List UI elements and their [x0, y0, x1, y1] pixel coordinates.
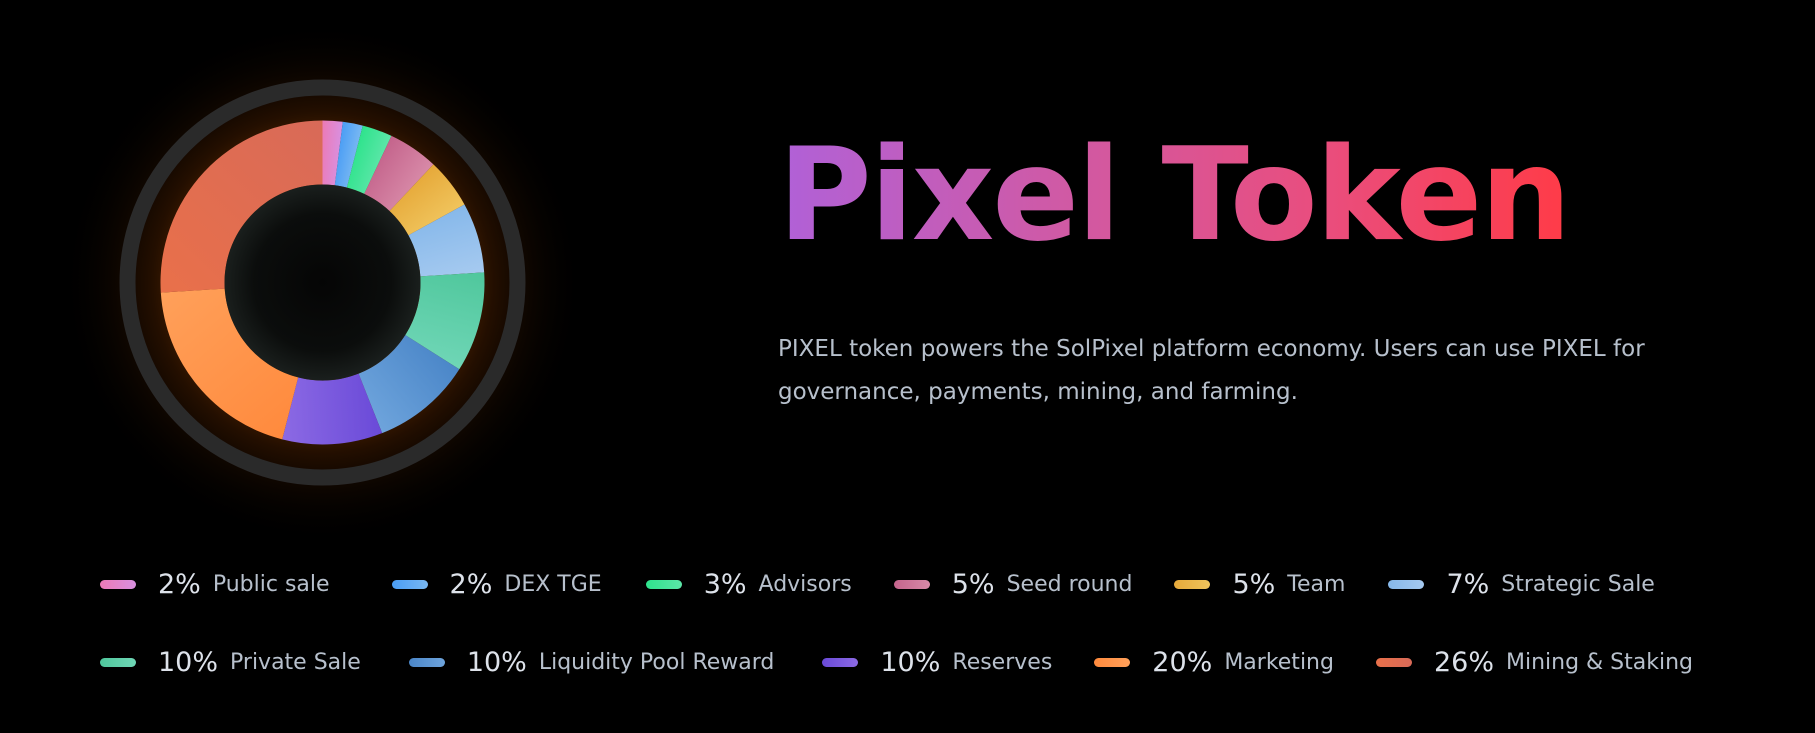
- legend-item: 10% Private Sale: [100, 642, 361, 682]
- donut-outer-ring: [119, 79, 526, 486]
- legend-label: Reserves: [952, 649, 1053, 675]
- donut-slice-dex-tge: [334, 121, 363, 188]
- legend-label: Seed round: [1006, 571, 1133, 597]
- legend-swatch: [100, 657, 136, 667]
- legend-label: Marketing: [1224, 649, 1334, 675]
- legend-swatch: [822, 657, 859, 667]
- donut-hole: [224, 184, 421, 381]
- legend-swatch: [408, 657, 445, 667]
- legend-item: 2% DEX TGE: [391, 564, 602, 604]
- page-description: PIXEL token powers the SolPixel platform…: [778, 336, 1645, 405]
- legend-swatch: [645, 579, 682, 589]
- donut-slice-public-sale: [322, 120, 343, 186]
- donut-slice-reserves: [282, 373, 383, 445]
- legend-item: 3% Advisors: [645, 564, 852, 604]
- donut-slice-seed-round: [364, 135, 434, 212]
- donut-slice-private-sale: [405, 272, 485, 370]
- legend-percent: 10%: [880, 646, 941, 678]
- legend-label: Advisors: [758, 571, 852, 597]
- legend-swatch: [1094, 657, 1131, 667]
- legend-item: 5% Team: [1174, 564, 1345, 604]
- legend-label: Mining & Staking: [1505, 649, 1694, 675]
- legend-percent: 5%: [1232, 568, 1276, 600]
- legend-label: DEX TGE: [504, 571, 602, 597]
- legend-item: 26% Mining & Staking: [1375, 642, 1694, 682]
- legend-percent: 2%: [158, 568, 201, 600]
- legend-item: 5% Seed round: [893, 564, 1133, 604]
- page-title: Pixel Token: [778, 121, 1571, 270]
- legend-percent: 5%: [951, 568, 995, 600]
- legend-row: 10% Private Sale 10% Liquidity Pool Reward 1…: [100, 642, 1693, 682]
- legend-row: 2% Public sale 2% DEX TGE 3% Advisors 5% Seed r…: [100, 564, 1655, 604]
- legend-item: 10% Liquidity Pool Reward: [408, 642, 775, 682]
- donut-svg: [60, 20, 585, 545]
- donut-slices: [160, 120, 485, 445]
- legend-label: Team: [1287, 571, 1346, 597]
- legend-percent: 10%: [158, 646, 219, 678]
- legend-item: 10% Reserves: [822, 642, 1052, 682]
- donut-slice-strategic-sale: [408, 204, 485, 277]
- donut-slice-liquidity-pool-reward: [358, 335, 460, 434]
- legend-item: 20% Marketing: [1094, 642, 1334, 682]
- donut-slice-advisors: [346, 125, 392, 194]
- legend-label: Private Sale: [230, 649, 361, 675]
- legend-item: 2% Public sale: [100, 564, 330, 604]
- legend-label: Liquidity Pool Reward: [538, 649, 775, 675]
- legend-swatch: [100, 579, 136, 589]
- donut-slice-marketing: [160, 288, 299, 440]
- legend-label: Strategic Sale: [1501, 571, 1655, 597]
- legend-percent: 26%: [1433, 646, 1494, 678]
- donut-slice-team: [389, 164, 465, 236]
- legend-percent: 3%: [703, 568, 747, 600]
- chart-legend: 2% Public sale 2% DEX TGE 3% Advisors 5% Seed r…: [0, 560, 1815, 710]
- legend-swatch: [1388, 579, 1425, 589]
- legend-item: 7% Strategic Sale: [1388, 564, 1655, 604]
- legend-percent: 2%: [449, 568, 493, 600]
- legend-label: Public sale: [212, 571, 330, 597]
- legend-percent: 20%: [1152, 646, 1213, 678]
- legend-swatch: [391, 579, 428, 589]
- donut-slice-mining-staking: [160, 120, 323, 293]
- legend-swatch: [893, 579, 930, 589]
- legend-percent: 10%: [466, 646, 527, 678]
- legend-percent: 7%: [1446, 568, 1490, 600]
- legend-swatch: [1174, 579, 1211, 589]
- legend-swatch: [1375, 657, 1412, 667]
- token-donut-chart: [60, 20, 585, 545]
